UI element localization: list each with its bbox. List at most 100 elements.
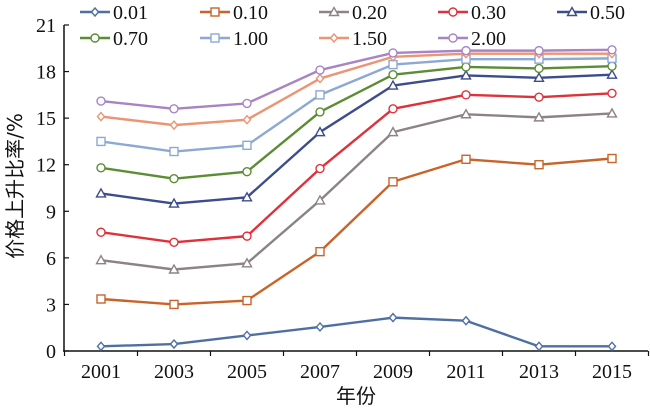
data-point <box>534 160 544 170</box>
legend-item-1.50: 1.50 <box>319 28 387 50</box>
data-point <box>96 111 106 122</box>
legend-marker <box>90 6 100 18</box>
data-point <box>315 246 325 257</box>
data-point <box>169 104 179 114</box>
data-point <box>315 321 325 333</box>
series-line <box>100 64 613 180</box>
series-line <box>100 73 613 205</box>
data-point <box>95 254 107 265</box>
data-point <box>169 299 179 310</box>
legend-marker <box>329 32 339 44</box>
data-point <box>169 173 179 184</box>
data-point <box>242 295 252 306</box>
data-point <box>96 163 106 173</box>
series-line <box>100 52 612 127</box>
data-point <box>315 90 325 100</box>
y-tick-label: 0 <box>46 341 56 363</box>
x-tick-label: 2015 <box>592 361 632 383</box>
legend-item-0.10: 0.10 <box>200 2 268 24</box>
legend-marker <box>90 33 100 43</box>
data-point <box>315 163 325 174</box>
data-point <box>388 177 398 187</box>
legend-label: 0.70 <box>113 28 148 50</box>
data-point <box>607 61 617 71</box>
legend-marker <box>210 33 220 43</box>
legend: 0.01 0.10 0.20 0.30 0.50 0.70 1.00 1.50 2.00 <box>80 2 625 50</box>
data-point <box>534 63 544 74</box>
x-axis-title: 年份 <box>336 384 376 408</box>
data-point <box>460 69 472 80</box>
data-point <box>169 237 179 248</box>
legend-item-0.20: 0.20 <box>319 2 387 24</box>
y-tick-label: 3 <box>46 294 56 316</box>
data-point <box>242 114 252 125</box>
data-point <box>242 140 252 151</box>
series-2.00 <box>96 45 617 114</box>
legend-label: 0.01 <box>113 2 148 24</box>
data-point <box>606 107 618 118</box>
legend-item-0.01: 0.01 <box>80 2 148 24</box>
data-point <box>168 197 180 208</box>
data-point <box>388 104 398 114</box>
data-point <box>534 341 544 352</box>
series-line <box>100 48 613 111</box>
data-point <box>314 126 326 137</box>
legend-item-0.50: 0.50 <box>557 2 625 24</box>
data-point <box>461 315 471 326</box>
x-tick-label: 2013 <box>519 361 559 383</box>
series-line <box>100 157 613 306</box>
series-line <box>100 92 613 244</box>
x-ticks: 2001 2003 2005 2007 2009 2011 2013 2015 <box>63 351 650 383</box>
data-point <box>460 108 472 119</box>
data-point <box>534 92 544 102</box>
y-tick-label: 12 <box>36 155 56 177</box>
x-tick-label: 2009 <box>373 361 413 383</box>
data-point <box>314 194 326 205</box>
data-point <box>169 120 179 131</box>
y-axis-title: 价格上升比率/% <box>3 113 27 259</box>
data-point <box>461 62 471 72</box>
legend-label: 0.10 <box>233 2 268 24</box>
data-point <box>387 79 399 90</box>
legend-item-0.30: 0.30 <box>438 2 506 24</box>
legend-marker <box>448 7 458 17</box>
data-point <box>242 231 252 241</box>
legend-label: 0.50 <box>590 2 625 24</box>
data-point <box>534 45 544 56</box>
series-line <box>100 316 612 348</box>
legend-marker <box>328 6 340 17</box>
data-point <box>96 96 106 106</box>
x-tick-label: 2007 <box>300 361 340 383</box>
legend-item-2.00: 2.00 <box>438 28 506 50</box>
legend-label: 0.20 <box>352 2 387 24</box>
data-point <box>461 154 471 164</box>
series-1.50 <box>96 48 617 131</box>
series-0.50 <box>95 68 618 208</box>
data-point <box>315 73 325 84</box>
y-tick-label: 6 <box>46 248 56 270</box>
data-point <box>607 153 617 164</box>
data-point <box>96 227 106 237</box>
series-0.01 <box>96 312 617 352</box>
legend-label: 0.30 <box>471 2 506 24</box>
x-tick-label: 2001 <box>81 361 121 383</box>
legend-marker <box>448 33 458 43</box>
data-point <box>607 45 617 55</box>
legend-item-1.00: 1.00 <box>200 28 268 50</box>
y-tick-label: 15 <box>36 108 56 130</box>
data-point <box>388 69 398 80</box>
data-point <box>606 68 618 79</box>
data-point <box>242 330 252 341</box>
y-tick-label: 21 <box>36 15 56 37</box>
legend-label: 2.00 <box>471 28 506 50</box>
data-point <box>607 88 617 99</box>
data-point <box>388 48 398 58</box>
data-point <box>168 263 180 274</box>
data-point <box>461 90 471 100</box>
data-point <box>96 136 106 147</box>
data-point <box>315 65 325 75</box>
data-point <box>533 71 545 82</box>
data-point <box>461 45 471 56</box>
legend-label: 1.50 <box>352 28 387 50</box>
